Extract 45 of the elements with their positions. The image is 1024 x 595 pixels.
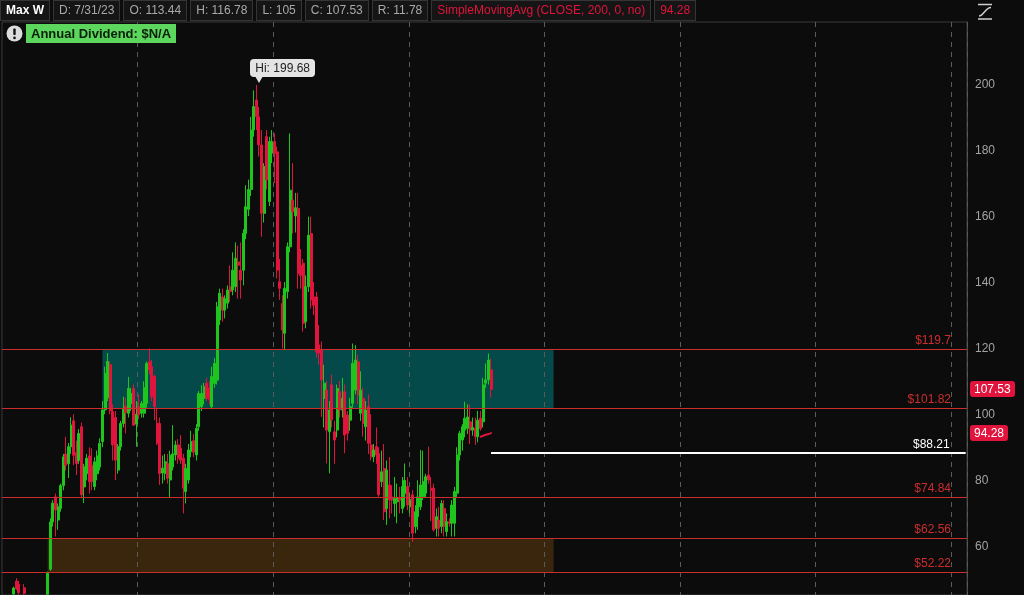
annotation: Annual Dividend: $N/A	[26, 24, 177, 43]
candlestick	[380, 450, 383, 488]
ref-line-label: $62.56	[914, 521, 952, 536]
text: O: 113.44	[123, 0, 188, 21]
text: C: 107.53	[304, 0, 369, 21]
candlestick	[333, 420, 336, 465]
chart-title: Max W	[0, 0, 51, 21]
annotation: Hi: 199.68	[250, 58, 315, 77]
candlestick	[490, 358, 493, 399]
annotation: 94.28	[970, 425, 1009, 442]
y-tick-label: 80	[975, 473, 989, 488]
candlestick	[234, 241, 237, 293]
text: 107.53	[970, 381, 1015, 398]
candlestick	[161, 455, 164, 485]
y-tick-label: 160	[975, 208, 996, 223]
candlestick	[440, 499, 443, 534]
text: L: 105	[256, 0, 302, 21]
candlestick	[23, 583, 26, 595]
text: H: 116.78	[190, 0, 254, 21]
candlestick	[406, 476, 409, 511]
y-tick-label: 120	[975, 341, 996, 356]
candlestick	[127, 376, 130, 419]
text: D: 7/31/23	[53, 0, 121, 21]
text: R: 11.78	[371, 0, 429, 21]
candlestick	[46, 571, 49, 595]
candlestick	[466, 403, 469, 435]
ref-line-label: $74.84	[914, 481, 952, 496]
candlestick	[487, 352, 490, 385]
candlestick	[54, 493, 57, 538]
candlestick	[479, 410, 482, 432]
y-tick-label: 200	[975, 76, 996, 91]
y-tick-label: 100	[975, 407, 996, 422]
ref-line-label: $88.21	[912, 437, 951, 452]
text: SimpleMovingAvg (CLOSE, 200, 0, no)	[431, 0, 652, 21]
y-tick-label: 180	[975, 142, 996, 157]
y-tick-label: 60	[975, 539, 989, 554]
candlestick	[448, 517, 451, 528]
candlestick	[294, 192, 297, 233]
ref-line-label: $52.22	[914, 556, 952, 571]
candlestick	[80, 422, 83, 499]
ref-line-label: $119.7	[915, 333, 952, 348]
ref-line-label: $101.82	[907, 392, 952, 407]
candlestick	[12, 586, 15, 595]
text: 94.28	[654, 0, 697, 21]
y-tick-label: 140	[975, 275, 996, 290]
